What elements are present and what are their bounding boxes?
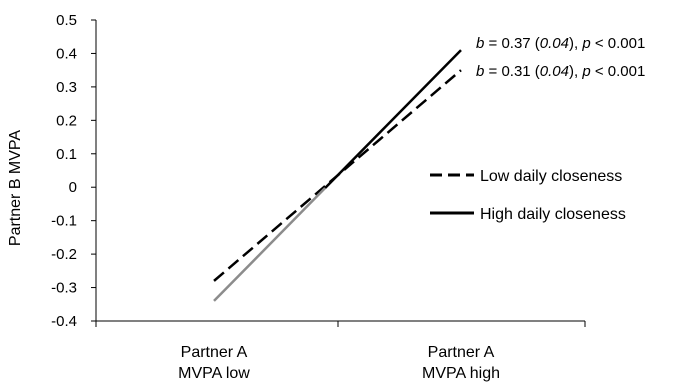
y-ticks: -0.4 -0.3 -0.2 -0.1 0 0.1 0.2 0.3 0.4 0.5 bbox=[51, 12, 96, 330]
slope-annotation-part: < 0.001 bbox=[591, 35, 646, 52]
y-tick-label: -0.3 bbox=[51, 280, 77, 297]
slope-annotation-part: = 0.31 ( bbox=[484, 63, 539, 80]
slope-annotation-part: ), bbox=[569, 63, 582, 80]
slope-annotation-part: 0.04 bbox=[540, 63, 569, 80]
slope-annotation: b = 0.37 (0.04), p < 0.001 bbox=[476, 35, 645, 52]
slope-annotation-part: ), bbox=[569, 35, 582, 52]
legend-label: Low daily closeness bbox=[480, 168, 622, 185]
slope-annotation-part: p bbox=[581, 35, 590, 52]
slope-annotation-part: b bbox=[476, 35, 484, 52]
x-category-label: Partner A MVPA low bbox=[178, 344, 250, 382]
series-lines bbox=[213, 49, 462, 302]
axes bbox=[95, 20, 586, 327]
y-tick-label: 0.4 bbox=[56, 45, 77, 62]
series-line-high-closeness-low-segment bbox=[213, 187, 327, 302]
series-line-high-closeness bbox=[324, 49, 462, 189]
y-tick-label: 0.1 bbox=[56, 146, 77, 163]
y-tick-label: 0.5 bbox=[56, 12, 77, 29]
legend: Low daily closeness High daily closeness bbox=[430, 168, 626, 223]
slope-annotation-part: b bbox=[476, 63, 484, 80]
slope-annotation-part: = 0.37 ( bbox=[484, 35, 539, 52]
y-tick-label: 0.3 bbox=[56, 79, 77, 96]
y-tick-label: -0.1 bbox=[51, 213, 77, 230]
x-category-label-line: Partner A bbox=[181, 344, 248, 361]
slope-annotation-part: 0.04 bbox=[540, 35, 569, 52]
x-category-label: Partner A MVPA high bbox=[422, 344, 500, 382]
x-category-label-line: MVPA high bbox=[422, 365, 500, 382]
y-tick-label: 0 bbox=[69, 179, 77, 196]
y-tick-label: -0.2 bbox=[51, 246, 77, 263]
x-categories: Partner A MVPA low Partner A MVPA high bbox=[178, 344, 500, 382]
x-category-label-line: MVPA low bbox=[178, 365, 250, 382]
legend-label: High daily closeness bbox=[480, 206, 626, 223]
y-tick-label: -0.4 bbox=[51, 313, 77, 330]
slope-annotation-part: < 0.001 bbox=[591, 63, 646, 80]
y-axis-title: Partner B MVPA bbox=[7, 130, 24, 247]
x-category-label-line: Partner A bbox=[428, 344, 495, 361]
slope-annotation-part: p bbox=[581, 63, 590, 80]
y-tick-label: 0.2 bbox=[56, 112, 77, 129]
slope-annotation: b = 0.31 (0.04), p < 0.001 bbox=[476, 63, 645, 80]
